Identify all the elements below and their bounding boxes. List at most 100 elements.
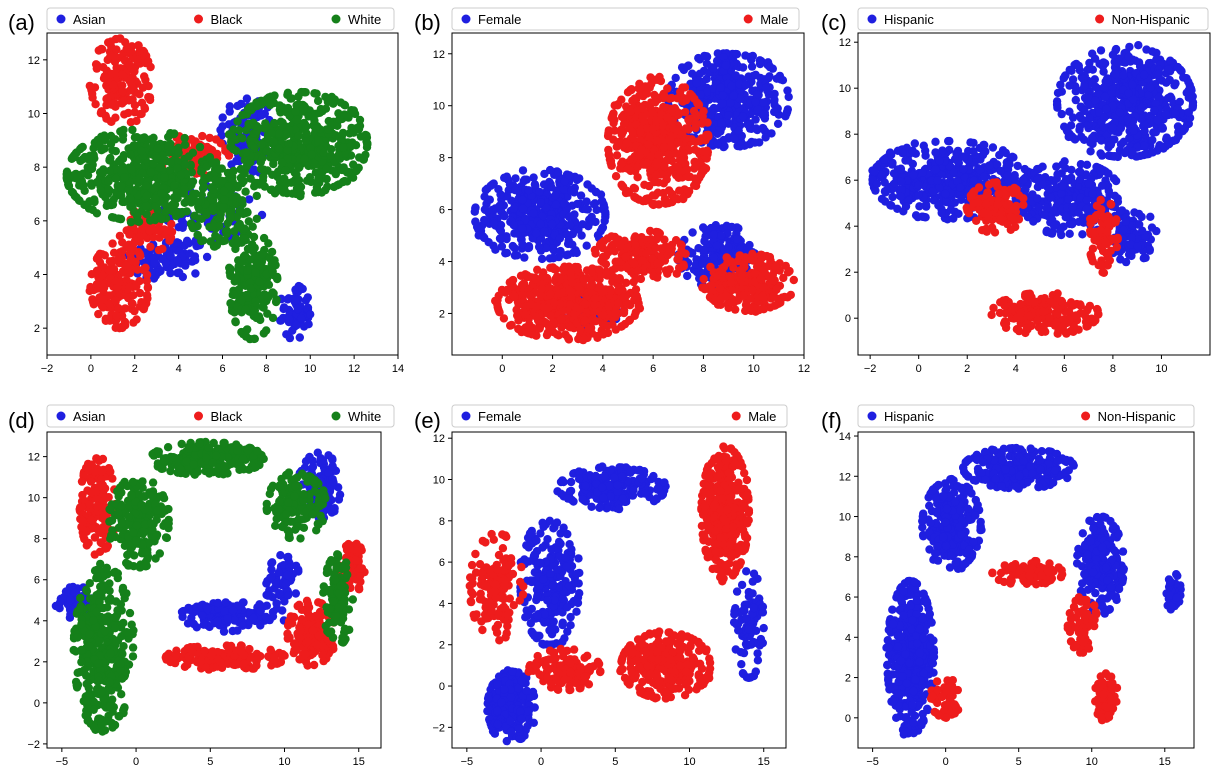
data-point (698, 259, 707, 268)
data-point (751, 70, 760, 80)
data-point (235, 219, 244, 229)
data-point (518, 240, 527, 249)
data-point (673, 94, 682, 103)
data-point (752, 90, 761, 99)
data-point (759, 283, 769, 292)
data-point (617, 159, 626, 168)
data-point (560, 262, 569, 271)
data-point (120, 197, 129, 207)
data-point (709, 253, 719, 262)
data-point (166, 268, 175, 278)
data-point (590, 245, 600, 255)
data-point (789, 275, 798, 285)
data-point (94, 309, 103, 319)
data-point (206, 237, 215, 246)
data-point (493, 302, 502, 312)
data-point (112, 311, 121, 320)
data-point (131, 257, 140, 267)
y-tick-label: 4 (34, 270, 40, 282)
x-tick-label: 0 (88, 363, 94, 375)
data-point (732, 234, 742, 244)
data-point (315, 108, 324, 118)
data-point (501, 249, 510, 258)
data-point (135, 237, 145, 246)
data-point (100, 72, 109, 81)
data-point (246, 284, 255, 293)
x-tick-label: 0 (499, 363, 505, 375)
data-point (496, 190, 505, 199)
data-point (150, 258, 159, 267)
data-point (554, 289, 564, 298)
data-point (556, 275, 566, 284)
data-point (229, 166, 238, 176)
data-point (599, 330, 608, 339)
data-point (629, 183, 638, 193)
data-point (622, 262, 631, 272)
legend-box (46, 7, 395, 31)
data-point (735, 94, 745, 104)
data-point (634, 299, 643, 308)
data-point (310, 116, 319, 125)
data-point (726, 98, 735, 108)
data-point (117, 127, 127, 136)
data-point (703, 130, 713, 139)
data-point (173, 163, 182, 173)
data-point (106, 37, 116, 46)
data-point (591, 187, 601, 197)
data-point (133, 265, 142, 274)
data-point (647, 108, 657, 118)
data-point (261, 119, 270, 128)
data-point (700, 245, 709, 254)
data-point (568, 278, 577, 288)
data-point (269, 137, 278, 146)
data-point (696, 136, 705, 146)
data-point (721, 291, 731, 301)
data-point (691, 260, 701, 269)
data-point (338, 128, 348, 138)
data-point (142, 291, 152, 300)
data-point (144, 81, 153, 91)
data-point (667, 156, 677, 166)
data-point (595, 265, 604, 274)
data-point (116, 214, 125, 224)
data-point (631, 285, 641, 294)
data-point (718, 99, 727, 108)
data-point (624, 316, 634, 325)
data-point (270, 118, 279, 128)
data-point (137, 134, 146, 143)
data-point (129, 141, 138, 150)
data-point (78, 142, 87, 152)
data-point (908, 146, 917, 155)
y-tick-label: 12 (28, 55, 40, 67)
data-point (664, 150, 673, 159)
data-point (610, 247, 619, 256)
data-point (85, 286, 94, 296)
data-point (128, 125, 137, 135)
data-point (558, 306, 567, 316)
data-point (553, 168, 563, 177)
data-point (551, 200, 561, 209)
data-point (300, 154, 309, 164)
data-point (642, 89, 651, 98)
data-point (262, 326, 271, 335)
data-point (626, 85, 635, 95)
data-point (219, 186, 229, 196)
data-point (568, 240, 577, 249)
data-point (101, 314, 111, 323)
data-point (676, 87, 685, 97)
data-point (107, 100, 116, 109)
data-point (246, 158, 255, 167)
data-point (274, 144, 284, 153)
data-point (251, 268, 260, 277)
data-point (671, 236, 681, 245)
data-point (650, 98, 660, 107)
data-point (336, 98, 345, 107)
data-point (144, 57, 153, 66)
data-point (726, 273, 735, 282)
data-point (119, 96, 128, 106)
data-point (242, 148, 251, 157)
data-point (765, 72, 774, 81)
data-point (166, 129, 175, 138)
data-point (109, 248, 119, 257)
data-point (563, 192, 572, 201)
